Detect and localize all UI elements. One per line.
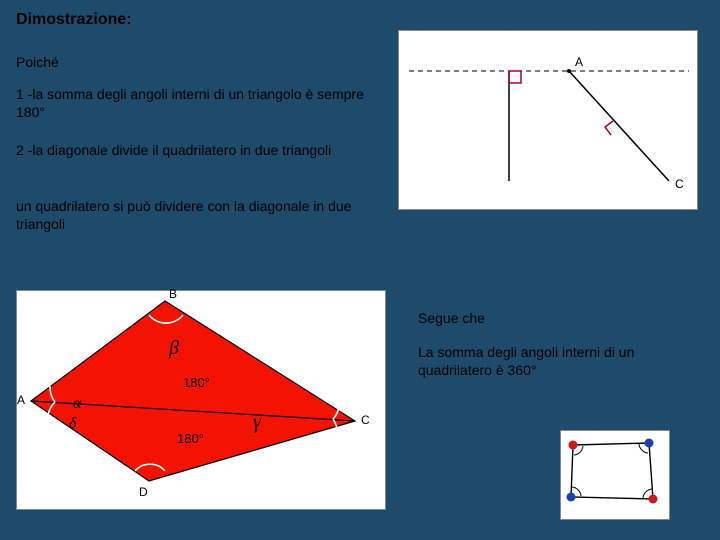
paragraph-premise-1: 1 -la somma degli angoli interni di un t… <box>16 86 376 121</box>
figure-exterior-angle-svg <box>399 31 699 211</box>
fig1-label-A: A <box>575 55 583 69</box>
paragraph-premise-2: 2 -la diagonale divide il quadrilatero i… <box>16 142 376 160</box>
fig2-label-180-bottom: 180° <box>177 431 204 446</box>
figure-small-quadrilateral-svg <box>561 431 671 521</box>
proof-title: Dimostrazione: <box>16 10 376 30</box>
fig2-label-180-top: 180° <box>183 375 210 390</box>
fig2-label-gamma: γ <box>253 411 261 434</box>
fig1-label-C: C <box>675 177 684 191</box>
fig2-label-B: B <box>169 287 177 301</box>
figure-exterior-angle: A C <box>398 30 698 210</box>
figure-small-quadrilateral <box>560 430 670 520</box>
fig2-label-C: C <box>361 413 370 427</box>
paragraph-poiche: Poiché <box>16 54 376 72</box>
paragraph-statement: un quadrilatero si può dividere con la d… <box>16 198 376 233</box>
paragraph-segue: Segue che <box>418 310 708 328</box>
figure-quadrilateral-diagonal: A B C D α β γ δ 180° 180° <box>16 290 386 510</box>
fig2-label-delta: δ <box>69 415 76 433</box>
fig2-label-beta: β <box>169 337 179 360</box>
fig2-label-D: D <box>139 485 148 499</box>
paragraph-conclusion: La somma degli angoli interni di un quad… <box>418 344 708 379</box>
fig2-label-alpha: α <box>73 395 81 413</box>
fig2-label-A: A <box>17 393 25 407</box>
